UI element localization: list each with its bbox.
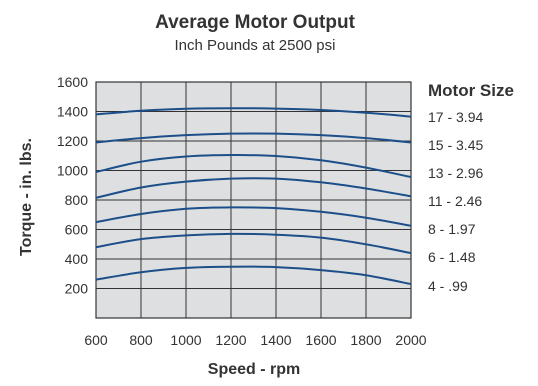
legend-item: 6 - 1.48	[428, 249, 476, 265]
x-tick-label: 1600	[305, 332, 336, 348]
y-tick-label: 1400	[57, 104, 88, 120]
legend-item: 15 - 3.45	[428, 137, 483, 153]
chart-subtitle: Inch Pounds at 2500 psi	[175, 37, 336, 54]
y-tick-label: 400	[65, 251, 89, 267]
x-tick-label: 2000	[395, 332, 426, 348]
x-tick-label: 1400	[260, 332, 291, 348]
x-tick-label: 800	[129, 332, 153, 348]
series-lines	[95, 107, 412, 286]
y-axis-label: Torque - in. lbs.	[18, 138, 35, 256]
series-line	[95, 153, 412, 179]
legend-item: 4 - .99	[428, 278, 468, 294]
series-line	[95, 132, 412, 144]
chart-title: Average Motor Output	[155, 12, 356, 33]
legend-item: 11 - 2.46	[428, 193, 482, 209]
tick-labels: 600 800 1000 1200 1400 1600 1800 2000 200 400 600 8…	[57, 74, 427, 348]
y-tick-label: 800	[65, 192, 89, 208]
y-tick-label: 1600	[57, 74, 88, 90]
x-tick-label: 600	[84, 332, 108, 348]
series-line	[95, 107, 412, 118]
x-axis-label: Speed - rpm	[208, 361, 300, 378]
series-line	[95, 177, 412, 199]
plot-area	[95, 81, 412, 319]
series-line	[95, 265, 412, 286]
series-line	[95, 206, 412, 227]
legend-item: 17 - 3.94	[428, 109, 483, 125]
y-tick-label: 1200	[57, 133, 88, 149]
series-line	[95, 232, 412, 255]
x-tick-label: 1800	[350, 332, 381, 348]
legend-title: Motor Size	[428, 81, 514, 100]
x-tick-label: 1000	[170, 332, 201, 348]
legend: Motor Size 17 - 3.94 15 - 3.45 13 - 2.96 11…	[428, 81, 514, 294]
y-tick-label: 1000	[57, 163, 88, 179]
legend-item: 13 - 2.96	[428, 165, 483, 181]
x-tick-label: 1200	[215, 332, 246, 348]
y-tick-label: 600	[65, 222, 89, 238]
y-tick-label: 200	[65, 281, 89, 297]
legend-item: 8 - 1.97	[428, 221, 476, 237]
